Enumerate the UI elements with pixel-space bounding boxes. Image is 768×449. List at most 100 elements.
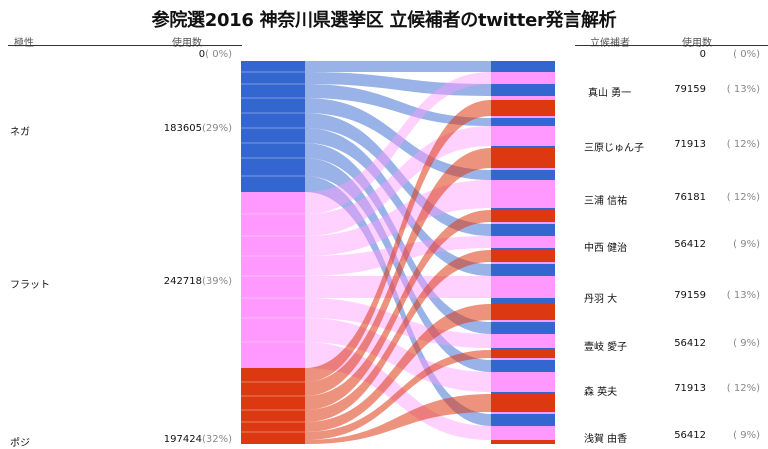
flow-link bbox=[305, 126, 491, 236]
polarity-header: 極性 bbox=[14, 38, 34, 49]
candidate-node-segment bbox=[491, 224, 555, 236]
candidate-count: 71913 bbox=[674, 383, 706, 394]
flow-links bbox=[305, 61, 491, 444]
flow-link bbox=[305, 180, 491, 256]
node-flat bbox=[241, 192, 305, 368]
candidate-count: 56412 bbox=[674, 239, 706, 250]
candidate-node-segment bbox=[491, 358, 555, 360]
flow-link bbox=[305, 61, 491, 72]
candidate-node-segment bbox=[491, 348, 555, 350]
chart-title: 参院選2016 神奈川県選挙区 立候補者のtwitter発言解析 bbox=[151, 10, 617, 31]
candidate-name: 壹岐 愛子 bbox=[584, 342, 628, 353]
candidate-node-segment bbox=[491, 440, 555, 444]
flow-link bbox=[305, 318, 491, 392]
flow-link bbox=[305, 350, 491, 440]
flow-link bbox=[305, 236, 491, 276]
flow-link bbox=[305, 72, 491, 214]
candidate-pct: ( 13%) bbox=[726, 84, 760, 95]
candidate-node-segment bbox=[491, 426, 555, 440]
right-header-rule bbox=[575, 45, 768, 46]
candidate-node-segment bbox=[491, 84, 555, 96]
flow-link bbox=[305, 128, 491, 276]
candidate-count: 56412 bbox=[674, 338, 706, 349]
candidate-name: 三浦 信祐 bbox=[584, 196, 628, 207]
candidate-node-segment bbox=[491, 250, 555, 262]
candidate-node-segment bbox=[491, 322, 555, 334]
candidate-node-segment bbox=[491, 148, 555, 168]
candidate-count: 71913 bbox=[674, 139, 706, 150]
left-header-rule bbox=[8, 45, 242, 46]
flow-link bbox=[305, 176, 491, 426]
flow-link bbox=[305, 72, 491, 96]
flow-nodes bbox=[241, 61, 555, 444]
candidate-node-segment bbox=[491, 118, 555, 126]
candidate-node-segment bbox=[491, 96, 555, 100]
flow-link bbox=[305, 113, 491, 236]
flow-link bbox=[305, 276, 491, 298]
candidate-count: 79159 bbox=[674, 84, 706, 95]
polarity-pct: (29%) bbox=[201, 123, 232, 134]
flow-link bbox=[305, 394, 491, 444]
candidate-pct: ( 9%) bbox=[733, 239, 760, 250]
polarity-count: 183605 bbox=[163, 123, 202, 134]
candidate-count: 79159 bbox=[674, 290, 706, 301]
candidate-node-segment bbox=[491, 412, 555, 414]
candidate-node-segment bbox=[491, 222, 555, 224]
candidate-node-segment bbox=[491, 248, 555, 250]
candidate-node-segment bbox=[491, 146, 555, 148]
candidate-name: 真山 勇一 bbox=[588, 88, 632, 99]
flow-link bbox=[305, 250, 491, 422]
candidate-node-segment bbox=[491, 116, 555, 118]
flow-link bbox=[305, 98, 491, 180]
candidate-node-segment bbox=[491, 168, 555, 170]
candidate-header: 立候補者 bbox=[590, 38, 630, 49]
candidate-node-segment bbox=[491, 414, 555, 426]
right-usage-header: 使用数 bbox=[682, 38, 712, 49]
candidate-count: 76181 bbox=[674, 192, 706, 203]
candidate-node-segment bbox=[491, 394, 555, 412]
candidate-node-segment bbox=[491, 392, 555, 394]
candidate-name: 三原じゅん子 bbox=[584, 143, 644, 154]
candidate-node-segment bbox=[491, 180, 555, 208]
polarity-name: ネガ bbox=[10, 127, 30, 138]
candidate-name: 浅賀 由香 bbox=[584, 434, 628, 445]
candidate-node-segment bbox=[491, 61, 555, 72]
candidate-node-segment bbox=[491, 170, 555, 180]
candidate-node-segment bbox=[491, 100, 555, 116]
candidate-name: 中西 健治 bbox=[584, 243, 628, 254]
polarity-name: フラット bbox=[10, 280, 50, 291]
polarity-pct: (32%) bbox=[201, 434, 232, 445]
candidate-count: 56412 bbox=[674, 430, 706, 441]
candidate-node-segment bbox=[491, 262, 555, 264]
polarity-pct: ( 0%) bbox=[205, 49, 232, 60]
flow-link bbox=[305, 298, 491, 348]
flow-link bbox=[305, 304, 491, 432]
flow-link bbox=[305, 84, 491, 126]
candidate-pct: ( 13%) bbox=[726, 290, 760, 301]
node-nega bbox=[241, 61, 305, 192]
candidate-node-segment bbox=[491, 210, 555, 222]
candidate-node-segment bbox=[491, 126, 555, 146]
polarity-count: 197424 bbox=[163, 434, 202, 445]
candidate-node-segment bbox=[491, 298, 555, 304]
candidate-name: 丹羽 大 bbox=[584, 294, 618, 305]
candidate-node-segment bbox=[491, 236, 555, 248]
flow-link bbox=[305, 100, 491, 382]
candidate-pct: ( 9%) bbox=[733, 430, 760, 441]
polarity-count: 242718 bbox=[163, 276, 202, 287]
candidate-node-segment bbox=[491, 72, 555, 84]
candidate-node-segment bbox=[491, 360, 555, 372]
polarity-pct: (39%) bbox=[201, 276, 232, 287]
candidate-node-segment bbox=[491, 334, 555, 348]
candidate-name: 森 英夫 bbox=[584, 387, 618, 398]
candidate-pct: ( 12%) bbox=[726, 192, 760, 203]
left-usage-header: 使用数 bbox=[172, 38, 202, 49]
candidate-node-segment bbox=[491, 320, 555, 322]
flow-link bbox=[305, 148, 491, 396]
candidate-node-segment bbox=[491, 276, 555, 298]
candidate-node-segment bbox=[491, 264, 555, 276]
candidate-count: 0 bbox=[699, 49, 706, 60]
candidate-pct: ( 9%) bbox=[733, 338, 760, 349]
polarity-count: 0 bbox=[198, 49, 206, 60]
